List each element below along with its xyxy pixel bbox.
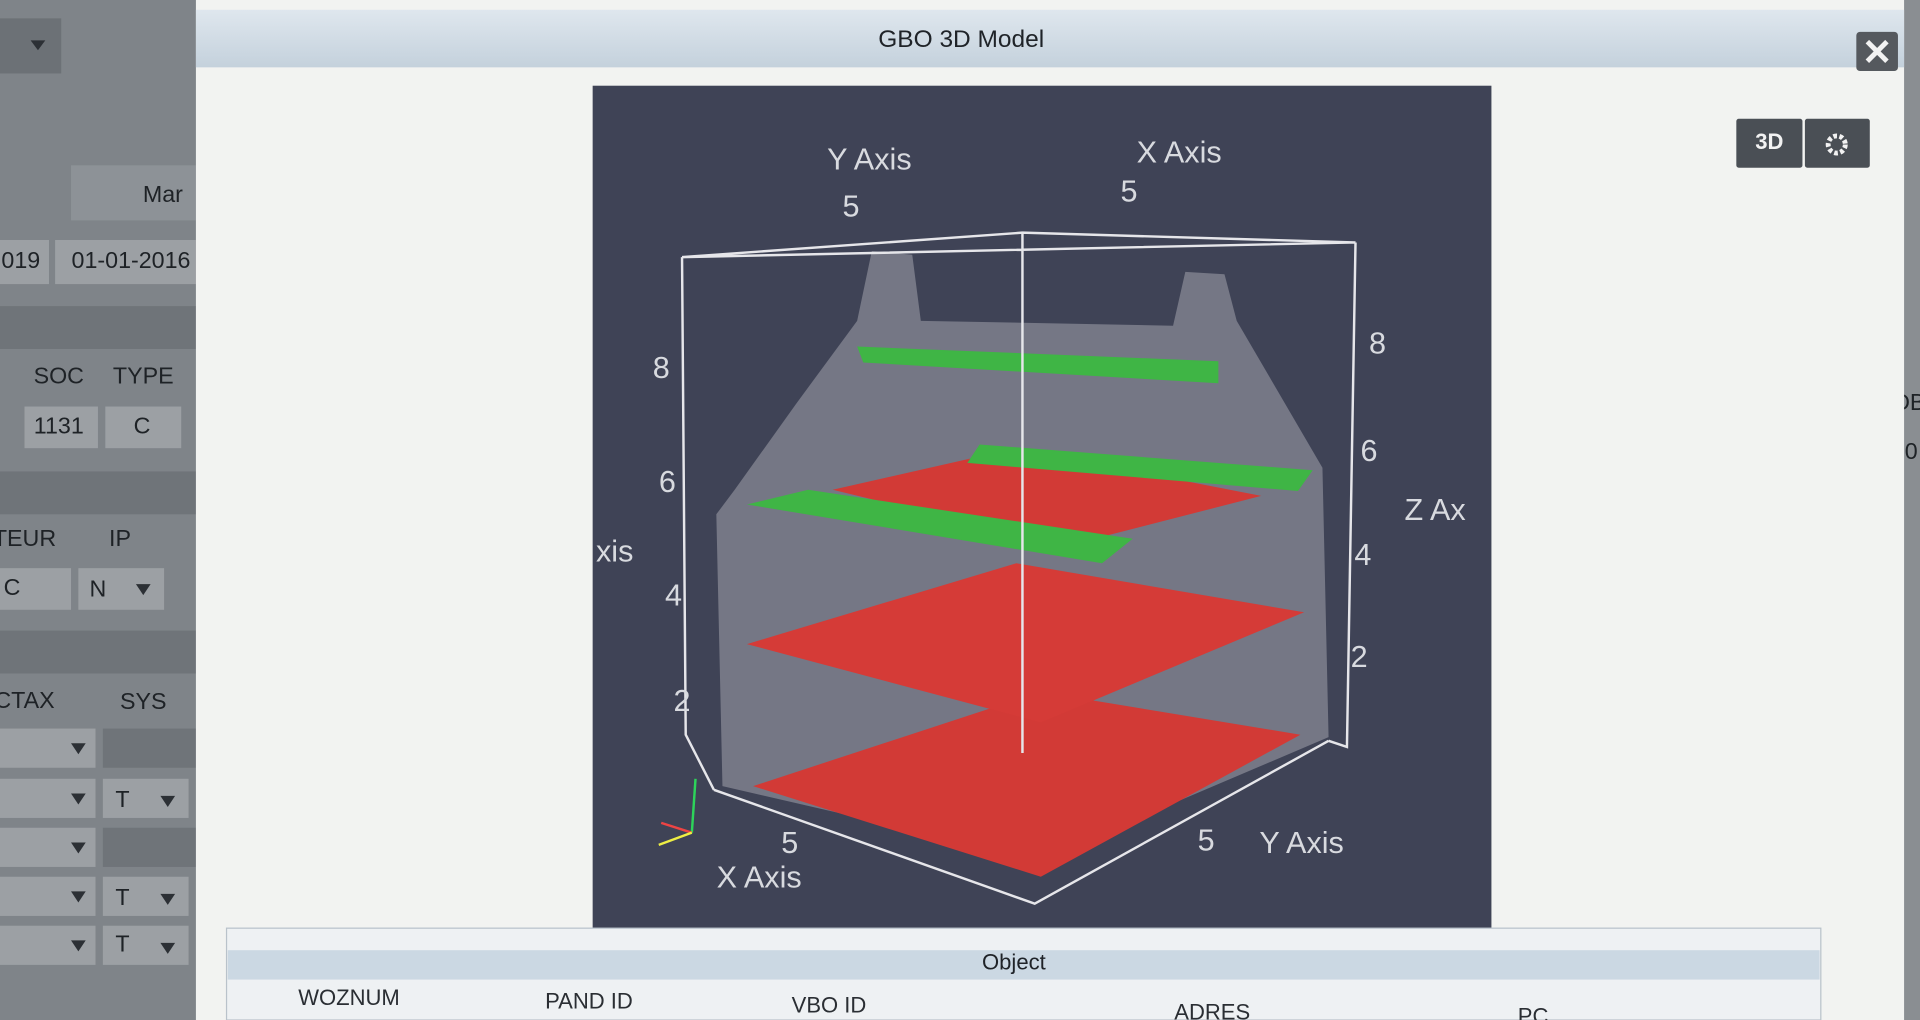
- axis-title: Y Axis: [1259, 826, 1344, 860]
- section-bar: [0, 306, 196, 349]
- dropdown[interactable]: [78, 568, 165, 610]
- tick-label: 4: [665, 579, 682, 613]
- column-header: PC: [1518, 1003, 1549, 1020]
- field: [24, 406, 98, 449]
- green-element: [967, 444, 1313, 492]
- floor-slab: [753, 691, 1301, 877]
- axis-title: Y Axis: [827, 143, 912, 177]
- cell: N: [90, 575, 107, 601]
- triad-axis: [658, 831, 693, 847]
- view-3d-button[interactable]: [1736, 118, 1803, 168]
- column-header: IP: [109, 525, 131, 551]
- cell: T: [115, 884, 129, 910]
- dropdown[interactable]: [102, 925, 189, 965]
- tick-label: 6: [1360, 434, 1377, 468]
- column-header: ADRES: [1174, 1000, 1250, 1020]
- cell: T: [115, 786, 129, 812]
- floor-slab: [832, 448, 1262, 547]
- button-label: 3D: [1755, 129, 1783, 154]
- tick-label: 6: [659, 465, 676, 499]
- axis-triad: [658, 778, 697, 847]
- dropdown-arrow: [71, 891, 86, 903]
- axis-title: Z Ax: [1404, 493, 1465, 527]
- dropdown-arrow: [71, 940, 86, 952]
- box-edges: [680, 231, 1357, 906]
- triad-axis: [690, 778, 697, 833]
- field: [102, 728, 196, 768]
- green-element: [746, 489, 1133, 564]
- dialog-title: GBO 3D Model: [878, 26, 1044, 53]
- tick-label: 5: [1198, 824, 1215, 858]
- axis-title: X Axis: [717, 860, 802, 894]
- column-header: VBO ID: [792, 992, 867, 1017]
- cell: 1131: [34, 412, 84, 438]
- close-icon: [1865, 39, 1889, 63]
- field: [105, 406, 182, 449]
- tick-label: 4: [1354, 538, 1371, 572]
- dropdown-arrow: [71, 793, 86, 805]
- tick-label: 2: [674, 684, 691, 718]
- dropdown-arrow: [160, 893, 176, 905]
- dropdown[interactable]: [102, 778, 189, 818]
- dropdown-arrow: [71, 842, 86, 854]
- table-title: Object: [982, 950, 1046, 975]
- dropdown-arrow: [135, 584, 151, 596]
- dialog-title-bar: [195, 9, 1905, 68]
- tick-label: 5: [843, 189, 860, 223]
- floor-slab: [746, 563, 1305, 723]
- bounding-box: [680, 231, 1357, 906]
- column-header: PAND ID: [545, 989, 633, 1014]
- column-header: WOZNUM: [298, 985, 400, 1010]
- dropdown-rows: [0, 728, 196, 965]
- dropdown[interactable]: [0, 18, 62, 74]
- tick-label: 5: [1120, 175, 1137, 209]
- tab[interactable]: [71, 165, 196, 221]
- column-header: TEUR: [0, 525, 56, 551]
- field: [0, 568, 72, 610]
- column-header: TYPE: [113, 362, 174, 388]
- column-header: SYS: [120, 688, 167, 714]
- dropdown-arrow: [71, 743, 86, 755]
- column-header: SOC: [34, 362, 84, 388]
- section-bar: [0, 471, 196, 515]
- settings-button[interactable]: [1804, 118, 1870, 168]
- axis-title: X Axis: [1137, 135, 1222, 169]
- dropdown-arrow: [160, 795, 176, 807]
- field: [102, 827, 196, 867]
- axis-title: xis: [596, 535, 633, 569]
- gear-icon: [1825, 133, 1848, 156]
- cell: C: [134, 412, 151, 438]
- green-element: [857, 346, 1219, 384]
- tick-label: 8: [653, 351, 670, 385]
- tab-label: Mar: [143, 181, 183, 207]
- date: 019: [1, 247, 40, 273]
- dropdown-arrow: [30, 40, 46, 51]
- tick-label: 8: [1369, 326, 1386, 360]
- table-title-bar: [227, 950, 1820, 980]
- tick-label: 5: [781, 826, 798, 860]
- dropdown[interactable]: [102, 876, 189, 916]
- section-bar: [0, 630, 196, 674]
- column-header: CTAX: [0, 687, 55, 713]
- field: [0, 240, 49, 285]
- field: [55, 240, 196, 285]
- date: 01-01-2016: [72, 247, 191, 273]
- cell: C: [4, 574, 21, 600]
- cell: T: [115, 930, 129, 956]
- dropdown-arrow: [160, 942, 176, 954]
- triad-axis: [660, 821, 693, 834]
- tick-label: 2: [1351, 640, 1368, 674]
